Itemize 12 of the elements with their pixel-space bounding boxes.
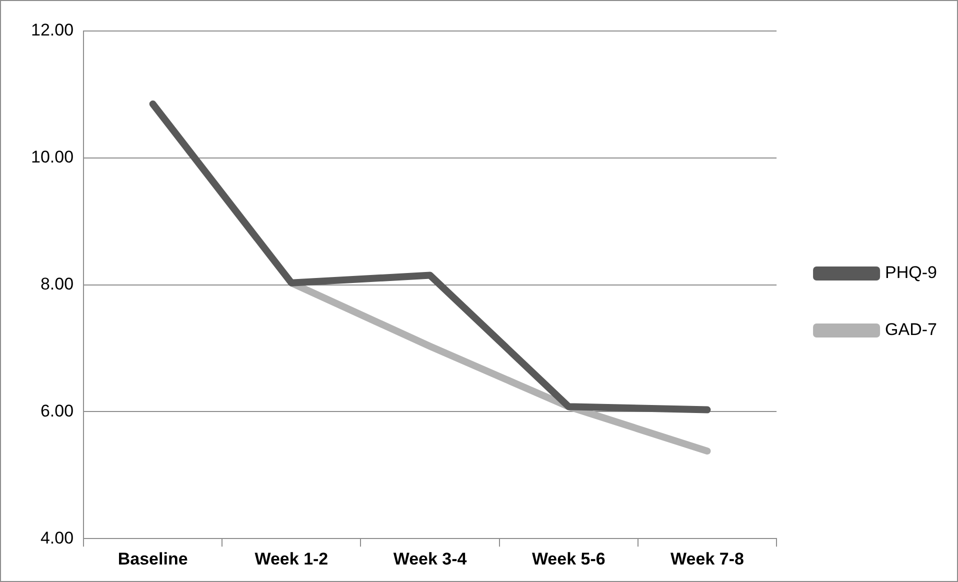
x-tick-label: Week 1-2 [254, 549, 328, 568]
y-tick-label: 10.00 [30, 148, 74, 167]
y-tick-label: 6.00 [40, 401, 74, 420]
y-tick-label: 4.00 [40, 528, 74, 548]
x-tick-label: Week 5-6 [532, 549, 606, 568]
y-tick-label: 8.00 [40, 274, 74, 294]
x-tick-label: Baseline [118, 549, 188, 568]
legend-label: PHQ-9 [885, 263, 938, 282]
x-tick-label: Week 3-4 [393, 549, 468, 568]
y-tick-label: 12.00 [30, 20, 74, 40]
legend-label: GAD-7 [885, 320, 938, 340]
x-tick-label: Week 7-8 [670, 549, 744, 568]
